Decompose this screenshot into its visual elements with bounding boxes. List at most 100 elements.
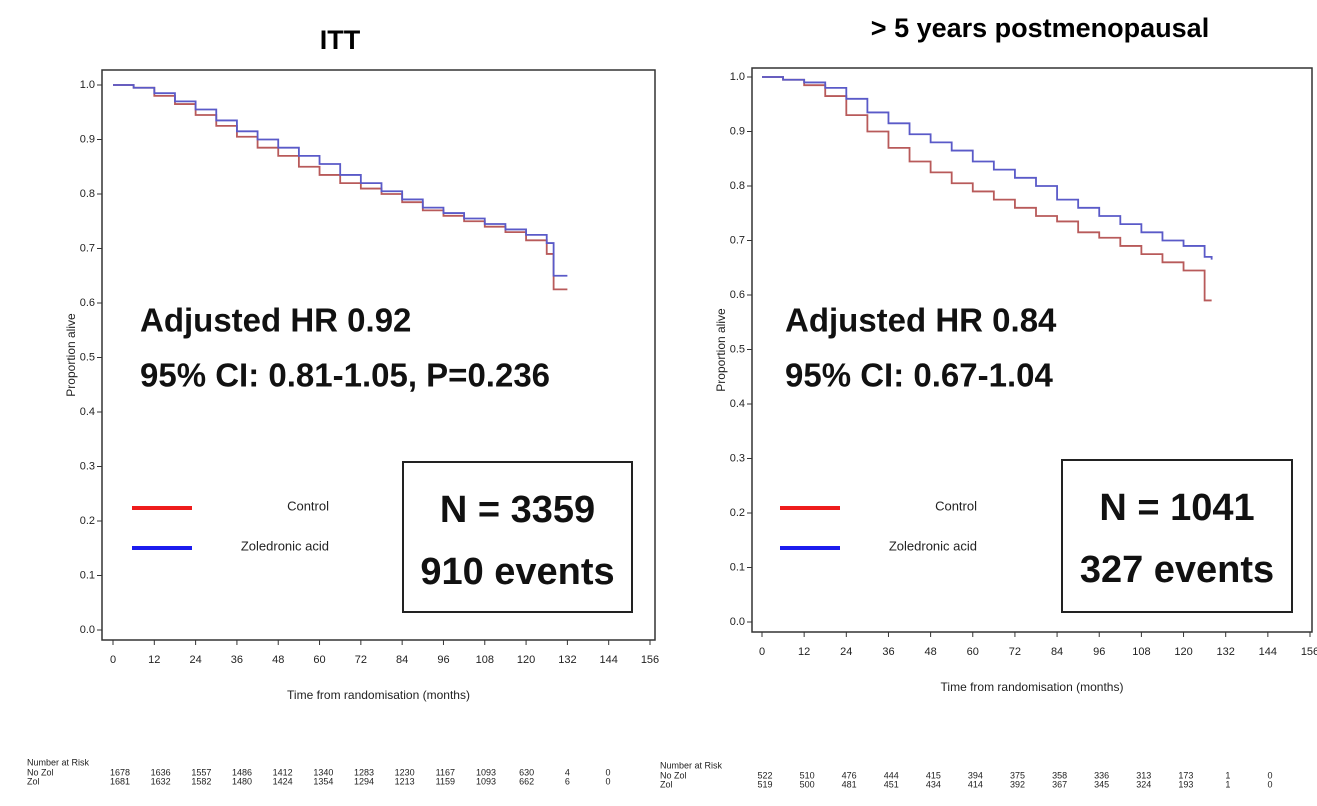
x-tick-label: 132: [1217, 646, 1235, 658]
risk-count: 1424: [273, 776, 293, 786]
y-axis-label: Proportion alive: [714, 308, 728, 392]
risk-count: 630: [519, 767, 534, 777]
risk-count: 6: [565, 776, 570, 786]
risk-count: 1582: [191, 776, 211, 786]
x-tick-label: 108: [476, 654, 494, 666]
risk-count: 0: [605, 776, 610, 786]
x-tick-label: 72: [355, 654, 367, 666]
risk-count: 662: [519, 776, 534, 786]
annotation: Adjusted HR 0.92: [140, 302, 411, 339]
risk-count: 500: [800, 779, 815, 789]
x-axis-label: Time from randomisation (months): [287, 688, 470, 702]
x-tick-label: 96: [1093, 646, 1105, 658]
risk-count: 0: [1267, 770, 1272, 780]
risk-count: 1230: [395, 767, 415, 777]
legend-label: Zoledronic acid: [889, 538, 977, 553]
survival-curve: [113, 84, 568, 291]
risk-count: 434: [926, 779, 941, 789]
legend-label: Control: [287, 498, 329, 513]
risk-count: 1636: [151, 767, 171, 777]
y-tick-label: 0.7: [730, 234, 745, 246]
risk-table-title: Number at Risk: [660, 760, 723, 770]
risk-count: 345: [1094, 779, 1109, 789]
annotation: Adjusted HR 0.84: [785, 302, 1057, 339]
y-tick-label: 0.5: [80, 351, 95, 363]
risk-count: 476: [842, 770, 857, 780]
y-tick-label: 0.9: [730, 125, 745, 137]
x-tick-label: 156: [1301, 646, 1317, 658]
plot-frame: [101, 69, 656, 641]
y-tick-label: 0.0: [730, 616, 745, 628]
y-tick-label: 0.0: [80, 624, 95, 636]
risk-count: 1: [1225, 770, 1230, 780]
annotation: 95% CI: 0.81-1.05, P=0.236: [140, 357, 550, 394]
y-tick-label: 0.9: [80, 133, 95, 145]
risk-count: 510: [800, 770, 815, 780]
y-tick-label: 0.7: [80, 242, 95, 254]
y-tick-label: 0.2: [730, 507, 745, 519]
x-tick-label: 0: [110, 654, 116, 666]
risk-count: 481: [842, 779, 857, 789]
risk-count: 1093: [476, 767, 496, 777]
risk-count: 375: [1010, 770, 1025, 780]
x-tick-label: 84: [396, 654, 408, 666]
risk-count: 1340: [313, 767, 333, 777]
y-tick-label: 0.6: [730, 289, 745, 301]
risk-count: 1480: [232, 776, 252, 786]
risk-count: 358: [1052, 770, 1067, 780]
y-tick-label: 0.5: [730, 343, 745, 355]
risk-table-title: Number at Risk: [27, 757, 90, 767]
x-tick-label: 120: [1174, 646, 1192, 658]
risk-count: 444: [884, 770, 899, 780]
chart-title: > 5 years postmenopausal: [871, 13, 1209, 43]
risk-count: 1294: [354, 776, 374, 786]
risk-row-name: Zol: [27, 776, 40, 786]
x-tick-label: 12: [148, 654, 160, 666]
risk-row-name: No Zol: [27, 767, 54, 777]
risk-count: 367: [1052, 779, 1067, 789]
risk-count: 519: [757, 779, 772, 789]
n-box-text: N = 3359: [440, 489, 595, 531]
risk-count: 1354: [313, 776, 333, 786]
x-tick-label: 108: [1132, 646, 1150, 658]
risk-count: 173: [1178, 770, 1193, 780]
x-tick-label: 48: [924, 646, 936, 658]
risk-count: 1167: [436, 767, 455, 777]
y-tick-label: 0.1: [730, 561, 745, 573]
risk-count: 1159: [436, 776, 455, 786]
y-tick-label: 0.4: [730, 398, 745, 410]
x-tick-label: 144: [1259, 646, 1277, 658]
risk-row-name: No Zol: [660, 770, 687, 780]
x-tick-label: 84: [1051, 646, 1063, 658]
y-tick-label: 0.1: [80, 569, 95, 581]
y-tick-label: 1.0: [80, 79, 95, 91]
risk-count: 1: [1225, 779, 1230, 789]
x-tick-label: 60: [313, 654, 325, 666]
risk-count: 0: [1267, 779, 1272, 789]
x-tick-label: 36: [882, 646, 894, 658]
x-tick-label: 24: [189, 654, 201, 666]
y-tick-label: 0.4: [80, 406, 95, 418]
risk-count: 394: [968, 770, 983, 780]
risk-count: 1557: [191, 767, 211, 777]
risk-count: 336: [1094, 770, 1109, 780]
n-box: [402, 461, 633, 613]
risk-count: 1093: [476, 776, 496, 786]
x-tick-label: 156: [641, 654, 659, 666]
x-tick-label: 24: [840, 646, 852, 658]
y-tick-label: 1.0: [730, 71, 745, 83]
risk-count: 1486: [232, 767, 252, 777]
risk-count: 324: [1136, 779, 1151, 789]
risk-count: 415: [926, 770, 941, 780]
x-tick-label: 12: [798, 646, 810, 658]
x-tick-label: 0: [759, 646, 765, 658]
n-box-text: N = 1041: [1099, 487, 1254, 529]
legend-label: Zoledronic acid: [241, 538, 329, 553]
risk-count: 414: [968, 779, 983, 789]
risk-count: 451: [884, 779, 899, 789]
x-tick-label: 36: [231, 654, 243, 666]
risk-count: 1678: [110, 767, 130, 777]
x-tick-label: 72: [1009, 646, 1021, 658]
x-tick-label: 96: [437, 654, 449, 666]
y-tick-label: 0.2: [80, 515, 95, 527]
